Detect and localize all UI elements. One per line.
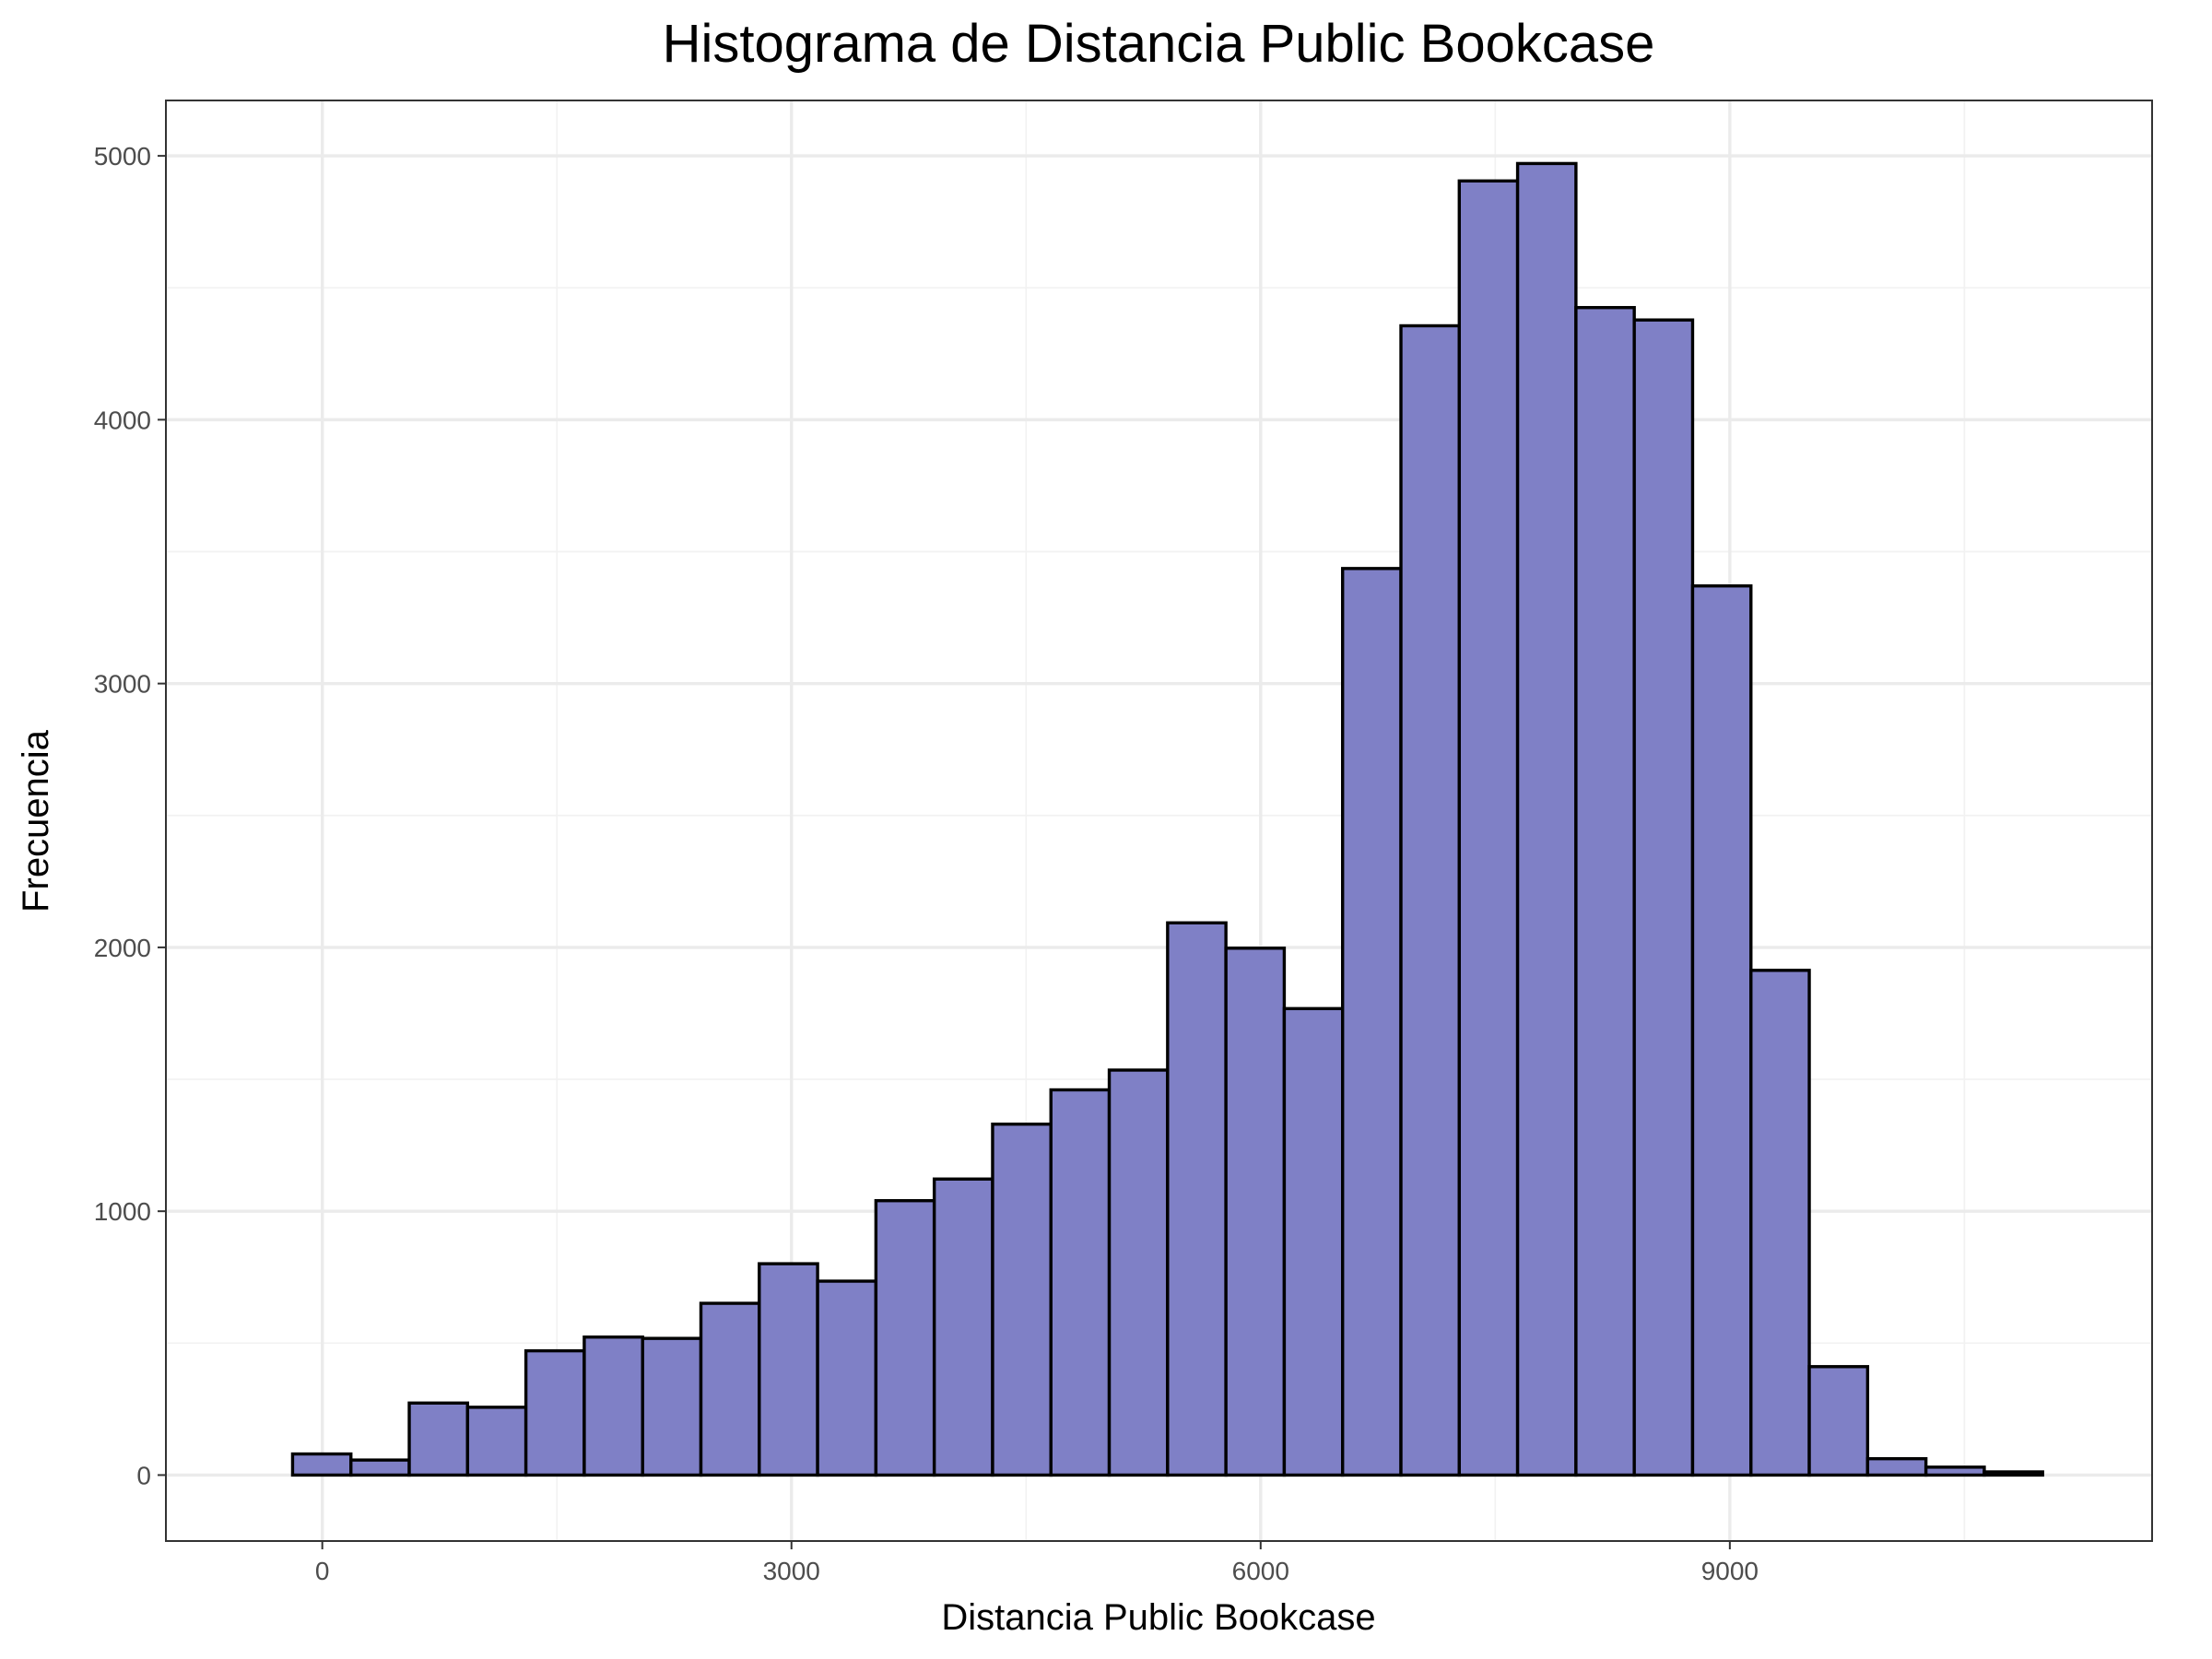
x-tick-label: 0	[315, 1557, 330, 1585]
histogram-bar	[874, 1199, 936, 1477]
histogram-bar	[1399, 324, 1461, 1477]
histogram-bar	[524, 1348, 586, 1477]
y-axis-title: Frecuencia	[16, 729, 56, 912]
y-axis-ticks: 0 1000 2000 3000 4000 5000	[94, 142, 166, 1489]
histogram-bar	[991, 1123, 1053, 1477]
histogram-bar	[1749, 969, 1811, 1477]
histogram-bar	[582, 1335, 644, 1477]
histogram-bar	[641, 1336, 703, 1477]
x-axis-title: Distancia Public Bookcase	[941, 1597, 1375, 1638]
x-tick-label: 6000	[1232, 1557, 1289, 1585]
histogram-bar	[816, 1279, 878, 1477]
histogram-bar	[1282, 1006, 1345, 1477]
histogram-bar	[1341, 567, 1403, 1477]
histogram-bar	[758, 1262, 819, 1477]
histogram-bar	[1166, 921, 1228, 1477]
histogram-bar	[1049, 1088, 1112, 1477]
histogram-bars	[290, 161, 2044, 1477]
y-tick-label: 2000	[94, 934, 151, 962]
histogram-bar	[1983, 1470, 2044, 1477]
histogram-bar	[290, 1452, 353, 1477]
histogram-bar	[1574, 306, 1636, 1477]
chart-title: Histograma de Distancia Public Bookcase	[663, 14, 1655, 74]
x-axis-ticks: 0 3000 6000 9000	[315, 1541, 1759, 1585]
y-tick-label: 1000	[94, 1197, 151, 1226]
panel-border	[165, 100, 2153, 1542]
y-tick-label: 0	[136, 1461, 151, 1489]
y-tick-label: 3000	[94, 670, 151, 699]
histogram-bar	[1107, 1068, 1170, 1477]
histogram-bar	[465, 1406, 528, 1477]
histogram-bar	[349, 1458, 411, 1477]
histogram-bar	[1457, 179, 1520, 1477]
x-tick-label: 9000	[1701, 1557, 1759, 1585]
histogram-bar	[1224, 947, 1287, 1477]
x-tick-label: 3000	[763, 1557, 820, 1585]
histogram-bar	[1924, 1465, 1986, 1477]
histogram-bar	[1690, 584, 1753, 1477]
histogram-bar	[932, 1177, 994, 1477]
y-tick-label: 4000	[94, 406, 151, 434]
histogram-bar	[1865, 1456, 1928, 1477]
histogram-bar	[1807, 1365, 1870, 1477]
histogram-bar	[1515, 161, 1578, 1477]
histogram-bar	[699, 1301, 761, 1477]
y-tick-label: 5000	[94, 142, 151, 171]
histogram-bar	[407, 1401, 470, 1477]
histogram-bar	[1632, 318, 1695, 1477]
